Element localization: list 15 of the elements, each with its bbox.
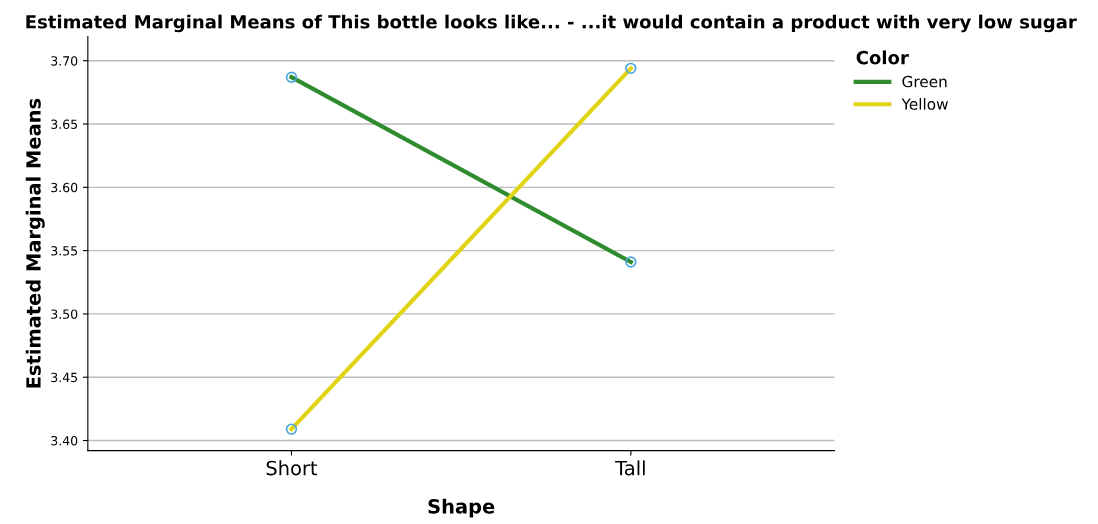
legend-title: Color: [856, 50, 909, 65]
y-tick-label: 3.50: [51, 309, 78, 319]
y-tick-label: 3.55: [51, 246, 78, 256]
chart-title: Estimated Marginal Means of This bottle looks like... - ...it would contain a product with very low sugar: [26, 14, 1077, 33]
x-axis-title: Shape: [428, 498, 495, 518]
x-tick-label: Short: [266, 460, 318, 476]
y-tick-label: 3.60: [51, 182, 78, 193]
legend-label: Yellow: [901, 97, 948, 110]
y-tick-label: 3.70: [51, 56, 78, 66]
y-tick-label: 3.45: [51, 372, 78, 383]
legend-label: Green: [902, 75, 947, 88]
y-tick-label: 3.65: [51, 119, 78, 129]
y-tick-label: 3.40: [51, 435, 78, 446]
x-tick-label: Tall: [615, 460, 645, 476]
y-axis-title: Estimated Marginal Means: [25, 98, 45, 388]
